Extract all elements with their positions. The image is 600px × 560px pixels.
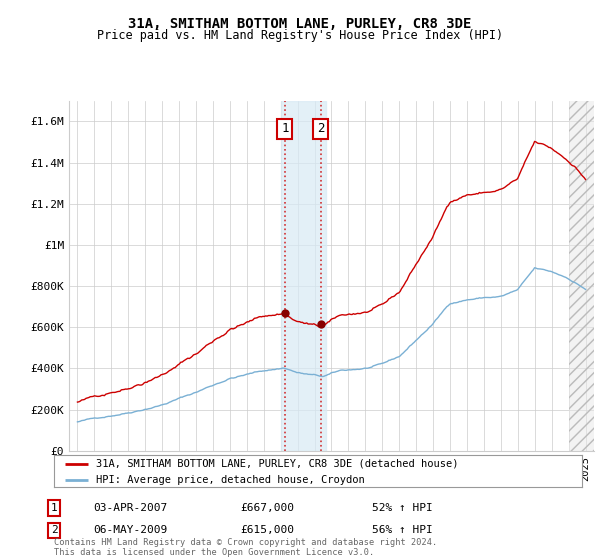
- Text: 2: 2: [50, 525, 58, 535]
- Text: 56% ↑ HPI: 56% ↑ HPI: [372, 525, 433, 535]
- Text: 2: 2: [317, 122, 325, 136]
- Text: HPI: Average price, detached house, Croydon: HPI: Average price, detached house, Croy…: [96, 475, 365, 485]
- Text: Contains HM Land Registry data © Crown copyright and database right 2024.
This d: Contains HM Land Registry data © Crown c…: [54, 538, 437, 557]
- Text: 31A, SMITHAM BOTTOM LANE, PURLEY, CR8 3DE (detached house): 31A, SMITHAM BOTTOM LANE, PURLEY, CR8 3D…: [96, 459, 459, 469]
- Text: £615,000: £615,000: [240, 525, 294, 535]
- Text: £667,000: £667,000: [240, 503, 294, 513]
- Text: 1: 1: [281, 122, 289, 136]
- Text: 1: 1: [50, 503, 58, 513]
- Bar: [569, 101, 594, 451]
- Text: 52% ↑ HPI: 52% ↑ HPI: [372, 503, 433, 513]
- Text: Price paid vs. HM Land Registry's House Price Index (HPI): Price paid vs. HM Land Registry's House …: [97, 29, 503, 42]
- Bar: [281, 101, 326, 451]
- Bar: [569, 101, 594, 451]
- Text: 03-APR-2007: 03-APR-2007: [93, 503, 167, 513]
- Text: 06-MAY-2009: 06-MAY-2009: [93, 525, 167, 535]
- Text: 31A, SMITHAM BOTTOM LANE, PURLEY, CR8 3DE: 31A, SMITHAM BOTTOM LANE, PURLEY, CR8 3D…: [128, 17, 472, 31]
